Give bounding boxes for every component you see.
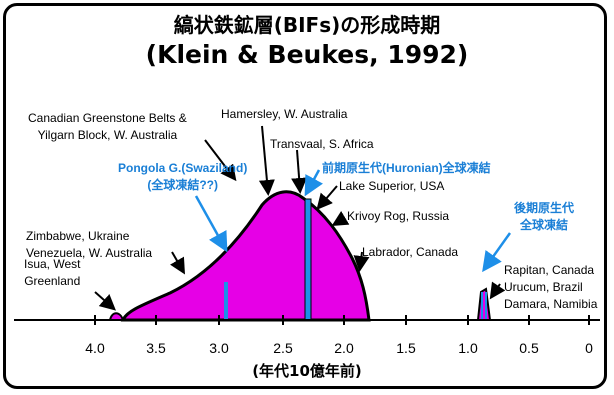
huronian-glaciation-bar xyxy=(304,198,312,321)
tick-label: 4.0 xyxy=(85,340,105,356)
bif-main-peak xyxy=(120,190,371,322)
label-late-proterozoic: 後期原生代 全球凍結 xyxy=(514,201,575,232)
label-lake-superior: Lake Superior, USA xyxy=(339,179,445,193)
late-glaciation-arrow xyxy=(482,232,512,273)
hamersley-arrow xyxy=(258,125,275,196)
huronian-arrow xyxy=(304,169,323,197)
pongola-arrow xyxy=(194,195,228,253)
label-labrador: Labrador, Canada xyxy=(362,245,459,259)
late-glaciation-bar-1 xyxy=(481,292,483,320)
tick-label: 0 xyxy=(585,340,593,356)
tick-label: 0.5 xyxy=(519,340,539,356)
bif-isua-bump xyxy=(108,312,125,321)
label-canadian: Canadian Greenstone Belts & Yilgarn Block… xyxy=(28,111,187,142)
tick-label: 1.5 xyxy=(396,340,416,356)
tick-label: 2.5 xyxy=(273,340,293,356)
label-pongola: Pongola G.(Swaziland) (全球凍結??) xyxy=(118,161,248,192)
label-rapitan: Rapitan, Canada Urucum, Brazil Damara, Nam… xyxy=(504,263,598,311)
label-isua: Isua, West Greenland xyxy=(24,257,81,288)
figure-citation: (Klein & Beukes, 1992) xyxy=(145,40,469,69)
transvaal-arrow xyxy=(291,149,308,194)
lake-superior-arrow xyxy=(316,185,338,211)
canadian-arrow xyxy=(204,139,237,182)
figure-title: 縞状鉄鉱層(BIFs)の形成時期 xyxy=(173,13,441,37)
krivoy-arrow xyxy=(331,210,350,227)
zimbabwe-arrow xyxy=(170,251,186,275)
tick-label: 1.0 xyxy=(458,340,478,356)
label-huronian: 前期原生代(Huronian)全球凍結 xyxy=(322,161,491,175)
x-axis-label: (年代10億年前) xyxy=(252,362,362,380)
label-zimbabwe: Zimbabwe, Ukraine Venezuela, W. Australia xyxy=(26,229,153,260)
label-krivoy-rog: Krivoy Rog, Russia xyxy=(347,209,450,223)
pongola-glaciation-bar xyxy=(224,282,228,320)
isua-arrow xyxy=(94,291,116,311)
tick-label: 3.0 xyxy=(209,340,229,356)
labrador-arrow xyxy=(353,251,370,272)
late-glaciation-bar-2 xyxy=(485,292,487,320)
label-transvaal: Transvaal, S. Africa xyxy=(270,137,374,151)
rapitan-arrow xyxy=(489,281,506,300)
label-hamersley: Hamersley, W. Australia xyxy=(221,107,348,121)
x-axis-ticks xyxy=(94,315,590,325)
tick-label: 2.0 xyxy=(334,340,354,356)
bif-late-spike xyxy=(476,287,492,321)
tick-label: 3.5 xyxy=(146,340,166,356)
